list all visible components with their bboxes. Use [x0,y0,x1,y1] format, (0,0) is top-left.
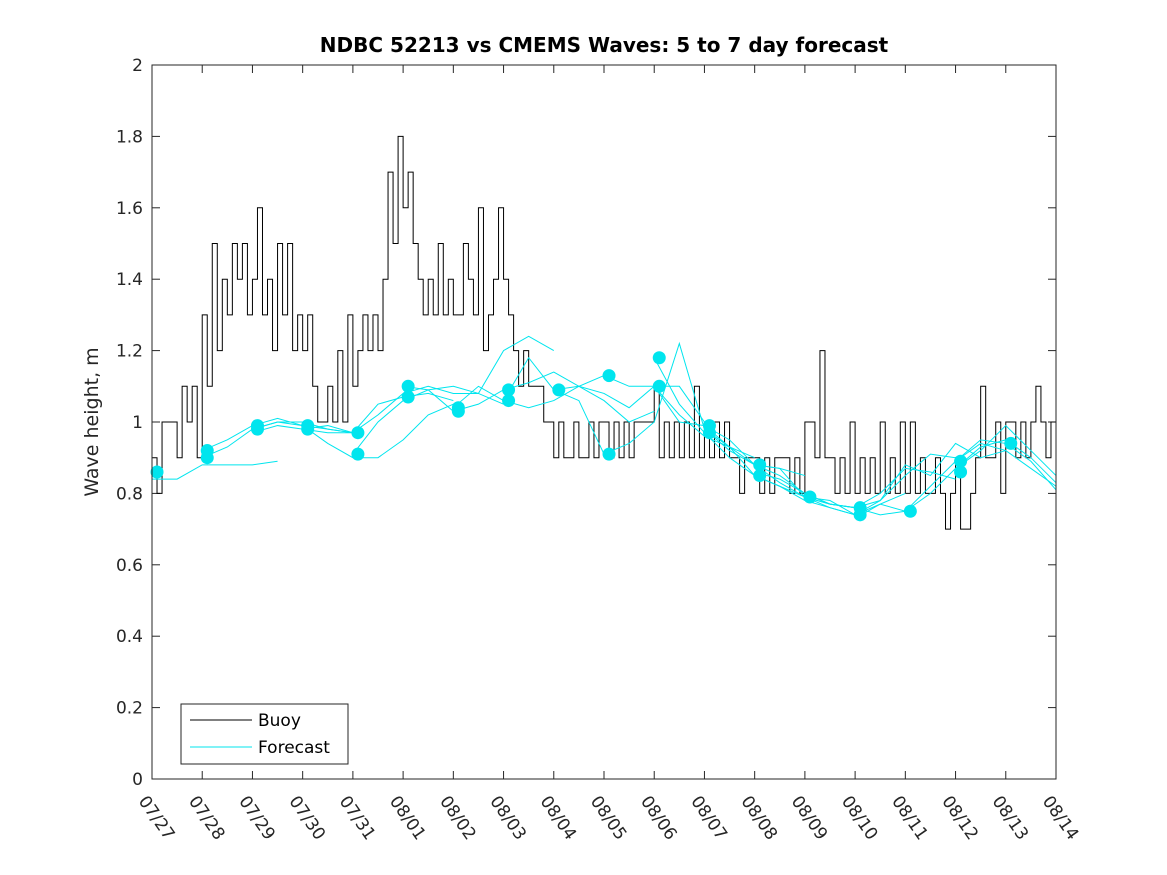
forecast-marker [753,469,767,483]
forecast-line [202,417,353,452]
legend: Buoy Forecast [180,703,349,765]
forecast-marker [602,369,616,383]
forecast-line [503,356,705,423]
forecast-marker [954,454,968,468]
y-tick-label: 0.2 [116,699,143,719]
forecast-marker [502,394,516,408]
forecast-marker [652,351,666,365]
forecast-marker [552,383,566,397]
forecast-marker [753,458,767,472]
forecast-marker [602,447,616,461]
forecast-marker [401,390,415,404]
y-tick-label: 1.8 [116,127,143,147]
forecast-marker [803,490,817,504]
y-tick-label: 0.8 [116,484,143,504]
legend-box [180,703,349,765]
forecast-marker [502,383,516,397]
y-tick-label: 1 [132,413,143,433]
forecast-marker [250,419,264,433]
forecast-marker [150,465,164,479]
legend-label-forecast: Forecast [258,738,330,758]
y-tick-label: 0.6 [116,556,143,576]
legend-label-buoy: Buoy [258,711,301,731]
forecast-series [152,335,1057,519]
forecast-line [152,460,278,480]
y-axis-ticks: 0 0.2 0.4 0.6 0.8 1 1.2 1.4 1.6 1.8 2 [116,56,1056,790]
forecast-marker [954,465,968,479]
forecast-line [352,335,555,455]
y-tick-label: 0.4 [116,627,143,647]
forecast-marker [200,444,214,458]
plot-frame [151,64,1057,780]
forecast-line [453,385,655,423]
forecast-marker [702,419,716,433]
y-tick-label: 1.4 [116,270,143,290]
forecast-line [804,442,1006,509]
forecast-marker [451,401,465,415]
forecast-marker [401,379,415,393]
forecast-marker [652,379,666,393]
chart-title: NDBC 52213 vs CMEMS Waves: 5 to 7 day fo… [320,33,889,57]
forecast-marker [903,504,917,518]
forecast-marker [301,419,315,433]
forecast-markers [150,351,1018,522]
forecast-marker [351,426,365,440]
y-axis-label: Wave height, m [81,347,103,496]
forecast-line [905,424,1057,512]
forecast-marker [853,501,867,515]
y-tick-label: 1.2 [116,342,143,362]
forecast-line [553,341,755,459]
y-tick-label: 1.6 [116,199,143,219]
y-tick-label: 0 [132,770,143,790]
forecast-marker [351,447,365,461]
y-tick-label: 2 [132,56,143,76]
forecast-marker [1004,436,1018,450]
